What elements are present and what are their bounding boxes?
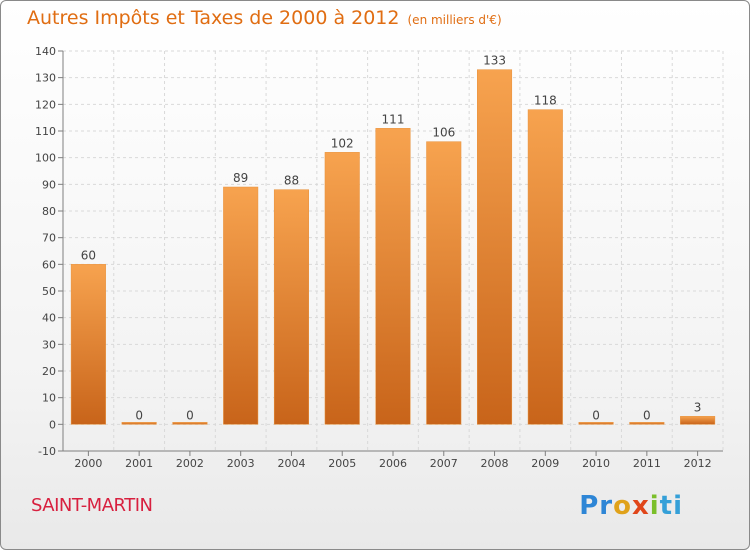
y-tick-label: 80 — [42, 205, 56, 218]
y-tick-label: 10 — [42, 392, 56, 405]
bar — [578, 422, 614, 425]
axes — [58, 50, 723, 456]
logo-part-2: o — [613, 491, 632, 521]
logo-part-4: i — [649, 491, 660, 521]
x-tick-label: 2005 — [328, 457, 356, 470]
bar-value-label: 102 — [331, 136, 354, 150]
bar-value-label: 88 — [284, 174, 299, 188]
y-tick-label: 100 — [35, 152, 56, 165]
y-tick-label: 20 — [42, 365, 56, 378]
bar-value-label: 60 — [81, 248, 96, 262]
bars — [70, 69, 716, 425]
bar — [477, 69, 513, 425]
bar-value-label: 89 — [233, 171, 248, 185]
bar-value-label: 0 — [135, 408, 143, 422]
bar — [680, 416, 716, 425]
x-tick-label: 2011 — [633, 457, 661, 470]
y-tick-label: 60 — [42, 258, 56, 271]
chart-subtitle: (en milliers d'€) — [407, 13, 502, 27]
bar — [629, 422, 665, 425]
x-tick-label: 2009 — [531, 457, 559, 470]
bar — [121, 422, 157, 425]
x-tick-label: 2006 — [379, 457, 407, 470]
bar — [324, 152, 360, 425]
y-tick-label: 30 — [42, 338, 56, 351]
bar-value-label: 0 — [592, 408, 600, 422]
x-tick-label: 2008 — [481, 457, 509, 470]
tick-labels: -100102030405060708090100110120130140200… — [35, 45, 712, 470]
y-tick-label: 90 — [42, 178, 56, 191]
x-tick-label: 2003 — [227, 457, 255, 470]
bar — [375, 128, 411, 425]
y-tick-label: 50 — [42, 285, 56, 298]
y-tick-label: 130 — [35, 72, 56, 85]
y-tick-label: 120 — [35, 98, 56, 111]
y-tick-label: 40 — [42, 312, 56, 325]
x-tick-label: 2010 — [582, 457, 610, 470]
bar — [223, 186, 259, 425]
data-labels: 60 0 0 89 88 102 111 106 133 118 0 0 3 — [81, 54, 702, 423]
y-tick-label: 70 — [42, 232, 56, 245]
logo-part-1: Pr — [579, 491, 614, 521]
bar-value-label: 3 — [694, 400, 702, 414]
chart-title: Autres Impôts et Taxes de 2000 à 2012 (en… — [27, 7, 502, 29]
bar-value-label: 133 — [483, 54, 506, 68]
logo-part-5: ti — [659, 491, 683, 521]
bar — [273, 189, 309, 425]
proxiti-logo[interactable]: Proxiti — [579, 491, 683, 521]
x-tick-label: 2012 — [684, 457, 712, 470]
x-tick-label: 2004 — [277, 457, 305, 470]
x-tick-label: 2001 — [125, 457, 153, 470]
x-tick-label: 2000 — [74, 457, 102, 470]
bar — [527, 109, 563, 425]
bar — [70, 264, 106, 425]
bar-value-label: 111 — [382, 112, 405, 126]
y-tick-label: 0 — [49, 418, 56, 431]
y-tick-label: -10 — [38, 445, 56, 458]
bar — [172, 422, 208, 425]
chart-title-text: Autres Impôts et Taxes de 2000 à 2012 — [27, 7, 400, 29]
y-tick-label: 110 — [35, 125, 56, 138]
y-tick-label: 140 — [35, 45, 56, 58]
bar-value-label: 0 — [186, 408, 194, 422]
bar — [426, 141, 462, 425]
x-tick-label: 2002 — [176, 457, 204, 470]
bar-value-label: 106 — [432, 126, 455, 140]
place-name: SAINT-MARTIN — [31, 495, 153, 516]
x-tick-label: 2007 — [430, 457, 458, 470]
bar-value-label: 118 — [534, 94, 557, 108]
logo-part-3: x — [631, 491, 650, 521]
bar-value-label: 0 — [643, 408, 651, 422]
